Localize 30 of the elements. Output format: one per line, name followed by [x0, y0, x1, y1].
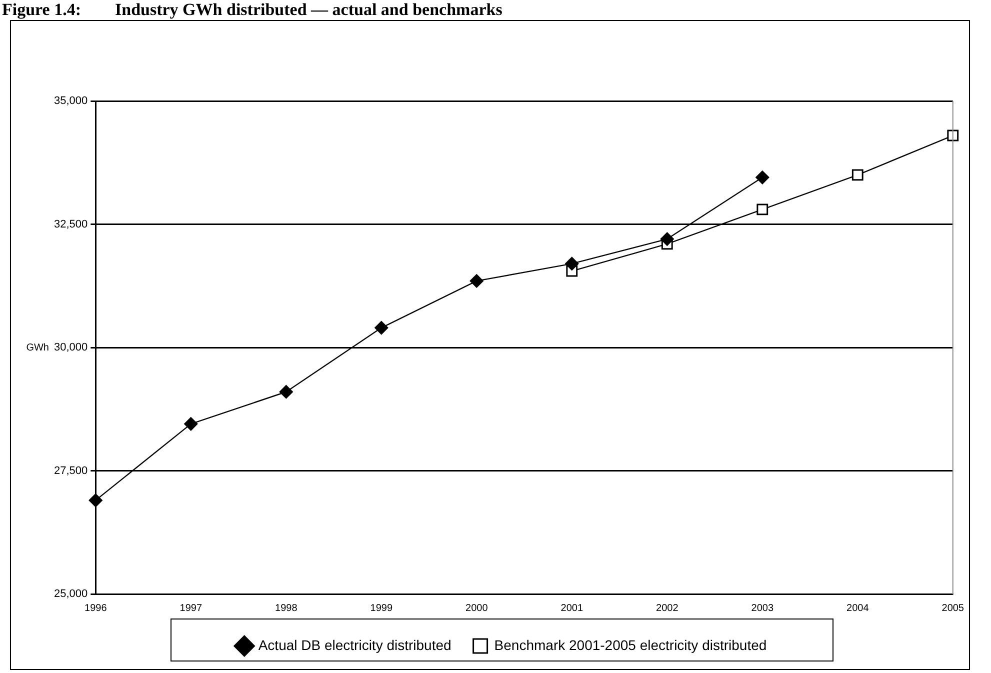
y-tick-label: 32,500: [54, 218, 88, 230]
point: [565, 256, 579, 270]
y-tick-label: 27,500: [54, 464, 88, 477]
x-tick-label: 1996: [84, 602, 108, 614]
legend-label: Benchmark 2001-2005 electricity distributed: [494, 636, 767, 653]
point: [852, 169, 864, 181]
point: [470, 274, 484, 288]
x-tick-label: 1997: [180, 602, 202, 614]
point: [660, 232, 674, 246]
x-tick-label: 2005: [942, 602, 964, 614]
point: [88, 494, 102, 508]
x-tick-label: 2002: [656, 602, 679, 614]
point: [756, 204, 768, 216]
y-tick-label: 30,000: [54, 342, 88, 354]
x-tick-label: 1998: [275, 602, 298, 614]
x-tick-label: 2000: [466, 602, 488, 614]
point: [279, 385, 293, 399]
legend-label: Actual DB electricity distributed: [258, 636, 452, 653]
y-tick-label: 25,000: [54, 588, 88, 600]
point: [756, 170, 770, 184]
point: [947, 130, 959, 142]
point: [184, 417, 198, 431]
point: [374, 321, 388, 335]
y-tick-label: 35,000: [54, 95, 88, 108]
x-tick-label: 2001: [560, 602, 584, 614]
y-axis-title: GWh: [26, 342, 49, 354]
x-tick-label: 2003: [751, 602, 774, 614]
x-tick-label: 1999: [370, 602, 393, 614]
x-tick-label: 2004: [846, 602, 870, 614]
chart-title: Figure 1.4: Industry GWh distributed — actual and benchmarks: [1, 0, 504, 20]
